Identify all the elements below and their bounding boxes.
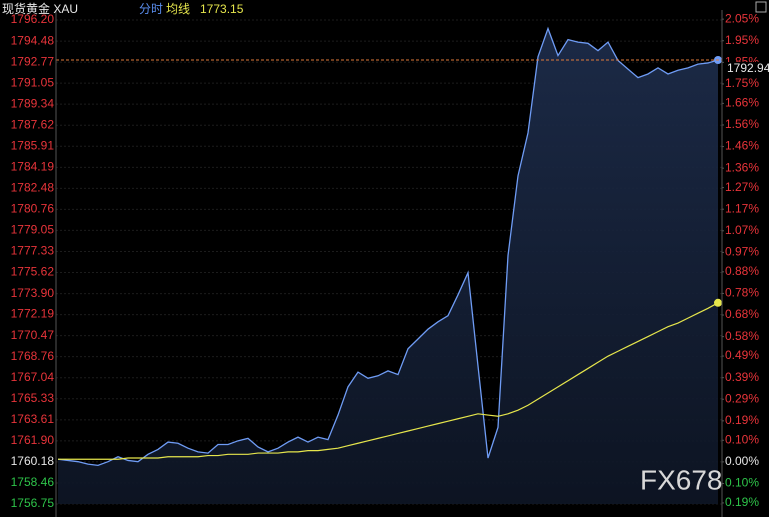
y-tick-label: 1791.05: [11, 75, 55, 89]
y2-tick-label: 0.29%: [725, 391, 759, 405]
average-label: 均线: [166, 2, 190, 16]
y-tick-label: 1773.90: [11, 286, 55, 300]
average-value: 1773.15: [200, 2, 244, 16]
y2-tick-label: 2.05%: [725, 11, 759, 25]
y2-tick-label: 1.27%: [725, 180, 759, 194]
y-tick-label: 1785.91: [11, 138, 55, 152]
last-point: [714, 298, 722, 307]
y2-tick-label: 1.66%: [725, 96, 759, 110]
y2-tick-label: 0.19%: [725, 495, 759, 509]
average-line: [58, 302, 719, 460]
y2-tick-label: 0.78%: [725, 286, 759, 300]
y-tick-label: 1789.34: [11, 96, 55, 110]
y-tick-label: 1787.62: [11, 117, 55, 131]
y2-tick-label: 1.46%: [725, 139, 759, 153]
y-tick-label: 1782.48: [11, 180, 55, 194]
y-tick-label: 1796.20: [11, 12, 55, 26]
y-tick-label: 1792.77: [11, 54, 55, 68]
y-tick-label: 1779.05: [11, 223, 55, 237]
y-tick-label: 1763.61: [11, 412, 55, 426]
price-area: [58, 28, 718, 505]
y2-tick-label: 0.97%: [725, 245, 759, 259]
y2-tick-label: 1.17%: [725, 201, 759, 215]
y-tick-label: 1770.47: [11, 328, 55, 342]
y2-tick-label: 1.56%: [725, 117, 759, 131]
axis-labels: 1796.20 1794.48 1792.77 1791.05 1789.34 1787.…: [11, 11, 760, 510]
watermark: FX678: [640, 464, 723, 495]
y-tick-label: 1772.19: [11, 307, 55, 321]
instrument: 现货黄金 XAU: [2, 1, 78, 16]
y2-tick-label: 0.58%: [725, 329, 759, 343]
y2-tick-label: 0.49%: [725, 348, 759, 362]
y-tick-label: 1784.19: [11, 160, 55, 174]
y2-tick-label: 0.88%: [725, 264, 759, 278]
plot: [56, 26, 722, 505]
y-tick-label: 1780.76: [11, 202, 55, 216]
y2-tick-label: 1.07%: [725, 223, 759, 237]
y2-tick-label: 0.68%: [725, 307, 759, 321]
y2-tick-label: 1.95%: [725, 33, 759, 47]
y2-tick-label: 0.00%: [725, 454, 759, 468]
y-tick-label: 1767.04: [11, 370, 55, 384]
y2-tick-label: 0.10%: [725, 476, 759, 490]
y-tick-label: 1761.90: [11, 433, 55, 447]
last-price-box: [724, 61, 769, 76]
y2-tick-label: 0.19%: [725, 413, 759, 427]
y2-tick-label: 1.75%: [725, 76, 759, 90]
y-tick-label: 1760.18: [11, 454, 55, 468]
y-tick-label: 1775.62: [11, 265, 55, 279]
last-price-label: 1792.94: [727, 61, 769, 75]
y-tick-label: 1765.33: [11, 391, 55, 405]
expand-icon[interactable]: [755, 1, 767, 13]
y2-tick-label: 0.39%: [725, 370, 759, 384]
price-line: [57, 26, 719, 467]
y-tick-label: 1758.46: [11, 475, 55, 489]
y2-tick-label: 0.10%: [725, 432, 759, 446]
y-tick-label: 1756.75: [11, 496, 55, 510]
y-tick-label: 1768.76: [11, 349, 55, 363]
mode: 分时: [139, 2, 163, 16]
y2-tick-label: 1.36%: [725, 160, 759, 174]
y-tick-label: 1777.33: [11, 244, 55, 258]
y-tick-label: 1794.48: [11, 33, 55, 47]
